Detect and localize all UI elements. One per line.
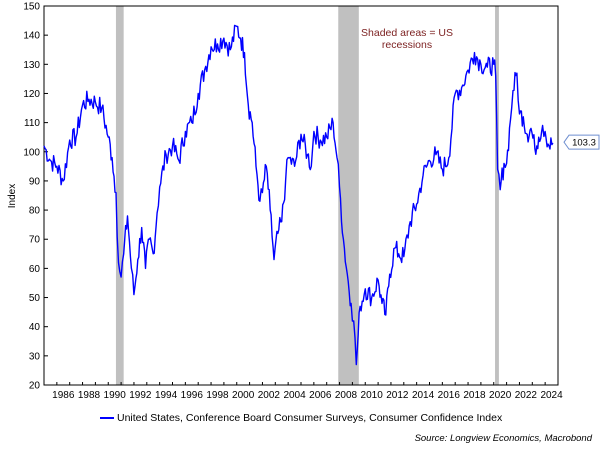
y-axis-label: Index [7,184,18,208]
y-tick-label: 110 [24,118,40,129]
y-tick-labels: 20 30 40 50 60 70 80 90 100 110 120 130 140 150 [23,2,40,392]
x-tick-label: 2016 [438,390,461,401]
y-tick-label: 30 [29,351,41,362]
y-tick-label: 100 [23,147,40,158]
x-tick-label: 2008 [335,390,358,401]
y-tick-label: 90 [29,176,41,187]
recession-bands [115,6,499,385]
x-tick-label: 2006 [309,390,332,401]
x-tick-labels: 1986 1988 1990 1992 1994 1996 1998 2000 2002 2004… [52,390,563,401]
x-tick-label: 1998 [206,390,229,401]
x-tick-label: 1994 [155,390,178,401]
x-tick-label: 2022 [515,390,538,401]
recession-band-1 [115,6,124,385]
x-tick-label: 2020 [489,390,512,401]
last-value-callout: 103.3 [563,134,600,150]
y-tick-label: 50 [29,293,41,304]
recession-band-3 [495,6,499,385]
plot-frame [43,5,559,386]
y-tick-label: 150 [23,2,40,13]
series-line-consumer-confidence [43,24,554,366]
x-tick-label: 1988 [78,390,101,401]
x-tick-label: 1992 [129,390,152,401]
x-tick-label: 2018 [463,390,486,401]
y-tick-label: 40 [29,322,41,333]
y-tick-label: 120 [23,89,40,100]
x-tick-label: 1986 [52,390,75,401]
y-tick-label: 60 [29,264,41,275]
recession-annotation: Shaded areas = US recessions [361,27,453,51]
x-tick-label: 2014 [412,390,435,401]
x-tick-label: 1996 [181,390,204,401]
x-tick-label: 2010 [361,390,384,401]
recession-band-2 [338,6,359,385]
x-tick-label: 1990 [104,390,127,401]
x-tick-label: 2002 [258,390,281,401]
legend: United States, Conference Board Consumer… [100,412,502,424]
y-tick-label: 20 [29,381,41,392]
source-note: Source: Longview Economics, Macrobond [414,433,592,444]
y-tick-label: 70 [29,235,41,246]
legend-swatch [100,417,114,419]
x-tick-label: 2012 [386,390,409,401]
x-tick-label: 2004 [283,390,306,401]
y-tick-label: 140 [23,31,40,42]
y-tick-label: 130 [23,60,40,71]
x-tick-label: 2000 [232,390,255,401]
legend-label: United States, Conference Board Consumer… [117,412,503,424]
x-tick-label: 2024 [540,390,563,401]
y-tick-label: 80 [29,206,41,217]
last-value-label: 103.3 [572,138,596,149]
